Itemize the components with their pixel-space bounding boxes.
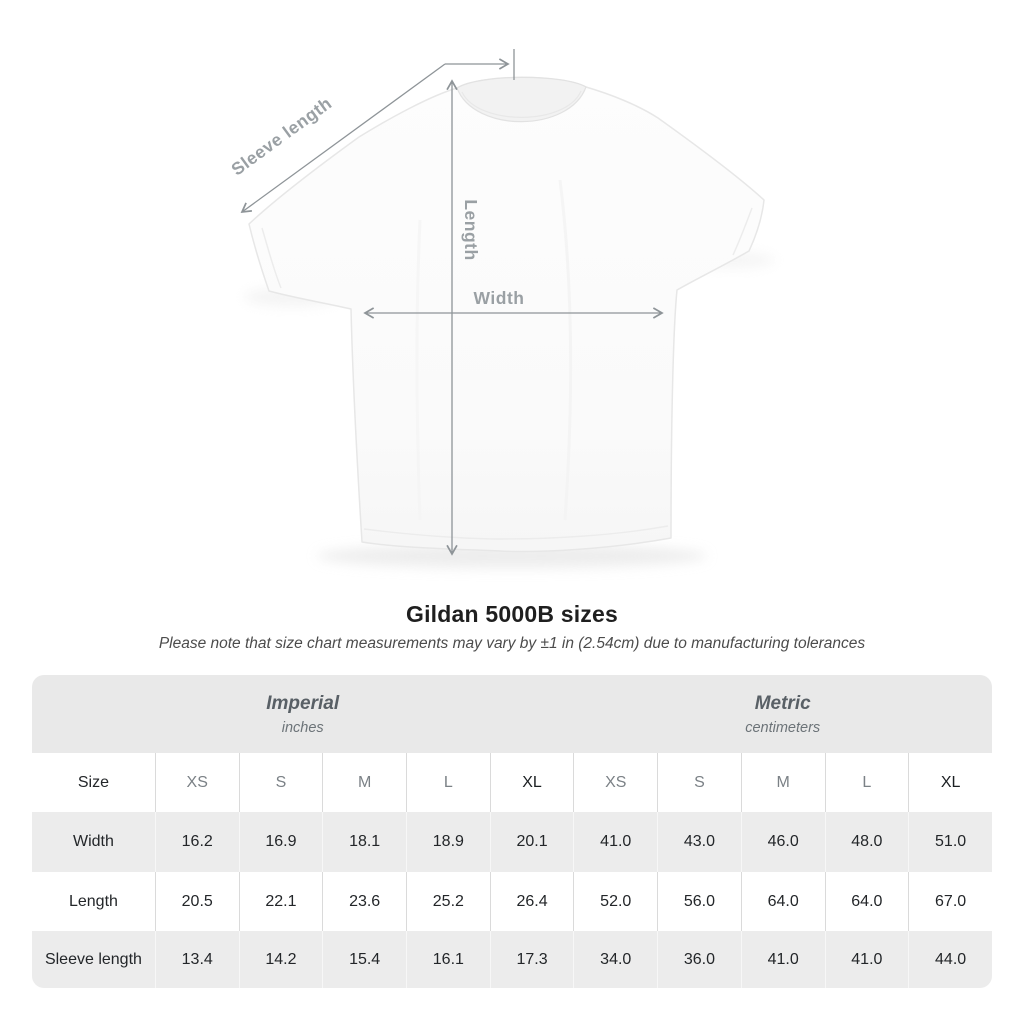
cell: 64.0: [740, 872, 825, 931]
cell: 23.6: [322, 872, 406, 931]
cell: 18.1: [322, 812, 406, 872]
size-l-metric: L: [824, 753, 909, 812]
table-row-length: Length 20.5 22.1 23.6 25.2 26.4 52.0 56.…: [32, 872, 992, 931]
size-xl-imperial: XL: [489, 753, 574, 812]
fabric-fold: [415, 219, 422, 521]
table-row-width: Width 16.2 16.9 18.1 18.9 20.1 41.0 43.0…: [32, 812, 992, 872]
cell: 14.2: [238, 931, 323, 988]
cell: 41.0: [740, 931, 825, 988]
sleeve-length-row-label: Sleeve length: [44, 950, 142, 968]
cell: 16.1: [405, 931, 490, 988]
cell: 64.0: [824, 872, 909, 931]
cell: 20.5: [154, 872, 239, 931]
tolerance-note: Please note that size chart measurements…: [158, 635, 866, 652]
metric-unit-label: centimeters: [745, 719, 821, 736]
size-xs-metric: XS: [573, 753, 657, 812]
cell: 16.2: [154, 812, 239, 872]
tshirt-measurement-diagram: Sleeve length Length Width: [227, 49, 775, 568]
cell: 18.9: [405, 812, 490, 872]
size-s-imperial: S: [238, 753, 323, 812]
tshirt-collar: [456, 76, 587, 123]
size-m-metric: M: [740, 753, 825, 812]
hem-stitch: [363, 525, 669, 540]
length-label: Length: [461, 199, 481, 260]
tshirt-graphic: [248, 76, 765, 553]
imperial-unit-label: inches: [281, 719, 324, 736]
imperial-group-header: Imperial inches: [32, 675, 573, 753]
unit-group-header-row: Imperial inches Metric centimeters: [32, 675, 992, 753]
cell: 25.2: [405, 872, 490, 931]
length-row-label: Length: [68, 892, 118, 910]
size-header-row: Size XS S M L XL XS S M L XL: [32, 753, 992, 812]
cell: 48.0: [824, 812, 909, 872]
cell: 41.0: [824, 931, 909, 988]
table-row-sleeve-length: Sleeve length 13.4 14.2 15.4 16.1 17.3 3…: [32, 931, 992, 988]
width-label: Width: [474, 288, 525, 308]
cell: 52.0: [573, 872, 657, 931]
page-title: Gildan 5000B sizes: [406, 601, 618, 627]
cell: 67.0: [908, 872, 992, 931]
tshirt-collar-seam: [461, 90, 582, 118]
cell: 17.3: [489, 931, 574, 988]
cell: 56.0: [657, 872, 741, 931]
size-chart-table: Imperial inches Metric centimeters Size …: [32, 675, 992, 988]
cell: 36.0: [657, 931, 741, 988]
right-cuff-stitch: [732, 207, 753, 256]
left-cuff-stitch: [261, 227, 282, 289]
cell: 20.1: [489, 812, 574, 872]
metric-group-header: Metric centimeters: [573, 675, 992, 753]
cell: 34.0: [573, 931, 657, 988]
sleeve-length-arrow-diagonal: [240, 63, 446, 214]
fabric-fold: [558, 179, 573, 521]
size-xl-metric: XL: [908, 753, 992, 812]
cell: 26.4: [489, 872, 574, 931]
size-xs-imperial: XS: [154, 753, 239, 812]
cell: 51.0: [908, 812, 992, 872]
tshirt-body: [248, 76, 765, 553]
metric-label: Metric: [754, 692, 811, 714]
cell: 44.0: [908, 931, 992, 988]
cell: 46.0: [740, 812, 825, 872]
imperial-label: Imperial: [266, 692, 340, 714]
measurement-lines: [240, 49, 664, 556]
cell: 43.0: [657, 812, 741, 872]
cell: 41.0: [573, 812, 657, 872]
width-row-label: Width: [72, 833, 114, 850]
cell: 13.4: [154, 931, 239, 988]
size-m-imperial: M: [322, 753, 406, 812]
size-l-imperial: L: [405, 753, 490, 812]
size-column-header: Size: [77, 773, 109, 791]
cell: 22.1: [238, 872, 323, 931]
cell: 16.9: [238, 812, 323, 872]
cell: 15.4: [322, 931, 406, 988]
size-s-metric: S: [657, 753, 741, 812]
